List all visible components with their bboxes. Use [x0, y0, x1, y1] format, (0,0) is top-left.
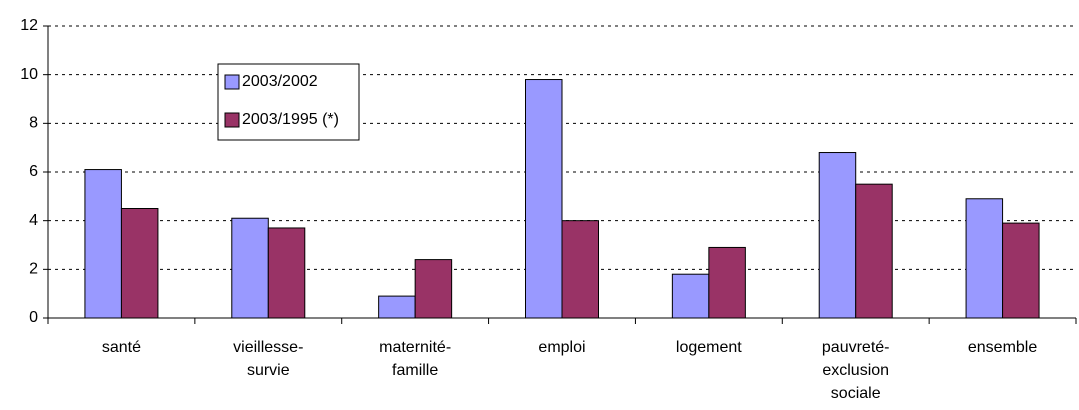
y-tick-label: 4: [29, 212, 38, 229]
x-tick-label: maternité- famille: [379, 339, 452, 379]
bar: [231, 217, 269, 319]
bar: [855, 183, 893, 319]
legend-box: [217, 63, 360, 141]
bar: [818, 152, 857, 319]
bar: [1002, 222, 1040, 319]
bar: [525, 79, 563, 319]
bar: [120, 208, 159, 319]
bar: [965, 198, 1004, 319]
y-tick-label: 2: [29, 261, 38, 278]
legend-swatch: [224, 74, 240, 90]
x-tick-label: logement: [675, 339, 742, 356]
x-tick-label: pauvreté- exclusion sociale: [821, 339, 890, 402]
bar: [671, 273, 710, 319]
bar: [267, 227, 306, 319]
x-tick-label: ensemble: [967, 339, 1038, 356]
legend-label: 2003/2002: [242, 73, 318, 90]
y-tick-label: 10: [20, 66, 38, 83]
x-tick-label: vieillesse- survie: [233, 339, 304, 379]
legend-label: 2003/1995 (*): [242, 111, 339, 128]
y-tick-label: 0: [29, 309, 38, 326]
bar: [414, 259, 453, 319]
y-tick-label: 8: [29, 115, 38, 132]
x-tick-label: emploi: [538, 339, 586, 356]
bar: [708, 246, 746, 319]
bar: [378, 295, 416, 319]
bar: [561, 220, 599, 319]
bar: [84, 169, 122, 319]
y-tick-label: 6: [29, 163, 38, 180]
legend-swatch: [224, 112, 240, 128]
x-tick-label: santé: [101, 339, 141, 356]
y-tick-label: 12: [20, 17, 38, 34]
